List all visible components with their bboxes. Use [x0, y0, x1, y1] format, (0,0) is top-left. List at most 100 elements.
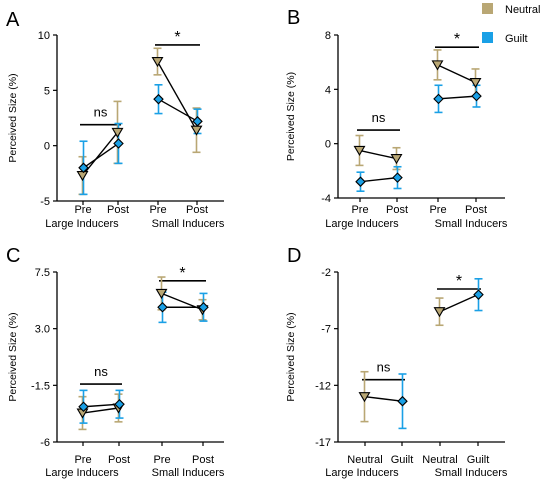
y-tick-label: 5: [44, 85, 50, 97]
x-tick-label: Post: [386, 204, 408, 216]
y-tick-label: -7: [321, 324, 331, 336]
y-tick-label: -17: [315, 437, 331, 449]
series-line-neutral: [359, 149, 397, 160]
data-point-neutral: [433, 307, 446, 318]
y-tick-label: 10: [38, 30, 50, 42]
legend: Neutral Guilt: [482, 3, 540, 45]
significance-label: ns: [372, 110, 386, 125]
panel-c: C -6 -1.5 3.0 7.5 Perceived Size (%) Pre Post Pr…: [6, 245, 225, 479]
x-tick-label: Guilt: [467, 454, 490, 466]
data-point-neutral: [111, 127, 124, 138]
y-tick-label: 3.0: [35, 324, 50, 336]
data-point-guilt: [471, 90, 482, 102]
panel-letter: B: [287, 7, 300, 29]
data-point-neutral: [155, 288, 168, 299]
y-tick-label: 4: [325, 84, 331, 96]
x-group-label: Small Inducers: [152, 467, 225, 479]
significance-label: ns: [94, 364, 108, 379]
condition-line: [439, 294, 479, 313]
x-tick-label: Pre: [74, 204, 91, 216]
data-point-neutral: [469, 77, 482, 89]
data-point-guilt: [113, 138, 124, 149]
y-axis-label: Perceived Size (%): [285, 72, 297, 161]
y-tick-label: 0: [44, 141, 50, 153]
series-line-neutral: [81, 131, 119, 176]
data-point-guilt: [157, 301, 168, 313]
series-line-neutral: [82, 407, 119, 414]
x-tick-label: Post: [108, 454, 130, 466]
data-point-guilt: [153, 93, 164, 105]
legend-label-neutral: Neutral: [505, 4, 540, 16]
x-tick-label: Guilt: [391, 454, 414, 466]
x-tick-label: Pre: [74, 454, 91, 466]
significance-label: ns: [94, 105, 108, 120]
data-point-guilt: [355, 176, 366, 187]
data-point-guilt: [392, 172, 403, 183]
x-group-label: Small Inducers: [435, 218, 508, 230]
legend-swatch-neutral: [482, 3, 493, 14]
x-tick-label: Pre: [429, 204, 446, 216]
y-tick-label: -2: [321, 267, 331, 279]
data-point-guilt: [192, 116, 203, 127]
x-group-label: Large Inducers: [325, 218, 399, 230]
y-axis-label: Perceived Size (%): [7, 73, 19, 162]
legend-swatch-guilt: [482, 32, 493, 43]
y-axis-label: Perceived Size (%): [7, 312, 19, 401]
y-tick-label: -5: [40, 196, 50, 208]
series-line-neutral: [156, 61, 198, 131]
panel-d: D -17 -12 -7 -2 Perceived Size (%) Neutral Guil…: [285, 245, 508, 479]
x-tick-label: Post: [186, 204, 208, 216]
data-point-guilt: [114, 398, 125, 410]
series-line-guilt: [158, 98, 198, 122]
x-tick-label: Pre: [351, 204, 368, 216]
x-tick-label: Post: [465, 204, 487, 216]
x-group-label: Large Inducers: [325, 467, 399, 479]
x-tick-label: Post: [192, 454, 214, 466]
y-axis-label: Perceived Size (%): [285, 312, 297, 401]
data-point-neutral: [358, 392, 371, 403]
data-point-neutral: [151, 57, 164, 68]
series-line-guilt: [83, 142, 119, 169]
x-group-label: Small Inducers: [435, 467, 508, 479]
y-tick-label: 7.5: [35, 267, 50, 279]
y-tick-label: 8: [325, 30, 331, 42]
data-point-neutral: [390, 154, 403, 165]
y-tick-label: 0: [325, 139, 331, 151]
significance-label: *: [174, 29, 180, 46]
y-tick-label: -1.5: [31, 380, 50, 392]
series-line-guilt: [438, 95, 477, 100]
data-point-guilt: [78, 162, 89, 174]
y-tick-label: -4: [321, 193, 331, 205]
legend-label-guilt: Guilt: [505, 33, 528, 45]
data-point-neutral: [353, 145, 366, 157]
y-tick-label: -6: [40, 437, 50, 449]
x-tick-label: Pre: [149, 204, 166, 216]
panel-letter: D: [287, 245, 301, 267]
x-group-label: Large Inducers: [45, 467, 119, 479]
panel-letter: C: [6, 245, 20, 267]
significance-label: ns: [377, 360, 391, 375]
data-point-neutral: [190, 125, 203, 136]
data-point-guilt: [397, 395, 408, 407]
significance-label: *: [179, 265, 185, 282]
data-point-guilt: [433, 93, 444, 105]
data-point-guilt: [78, 401, 89, 413]
data-point-neutral: [76, 170, 89, 182]
y-tick-label: -12: [315, 380, 331, 392]
x-group-label: Large Inducers: [45, 218, 119, 230]
condition-line: [364, 395, 403, 402]
data-point-neutral: [431, 60, 444, 71]
x-group-label: Small Inducers: [152, 218, 225, 230]
data-point-guilt: [473, 289, 484, 300]
panel-letter: A: [6, 9, 20, 31]
x-tick-label: Pre: [153, 454, 170, 466]
series-line-guilt: [360, 176, 398, 183]
x-tick-label: Post: [107, 204, 129, 216]
significance-label: *: [456, 273, 462, 290]
series-line-neutral: [437, 64, 476, 84]
data-point-guilt: [198, 301, 209, 313]
panel-a: A -5 0 5 10 Perceived Size (%) Pre Post Pre Post L…: [6, 9, 225, 230]
x-tick-label: Neutral: [347, 454, 382, 466]
panel-b: B -4 0 4 8 Perceived Size (%) Pre Post Pre Post La…: [285, 7, 508, 230]
